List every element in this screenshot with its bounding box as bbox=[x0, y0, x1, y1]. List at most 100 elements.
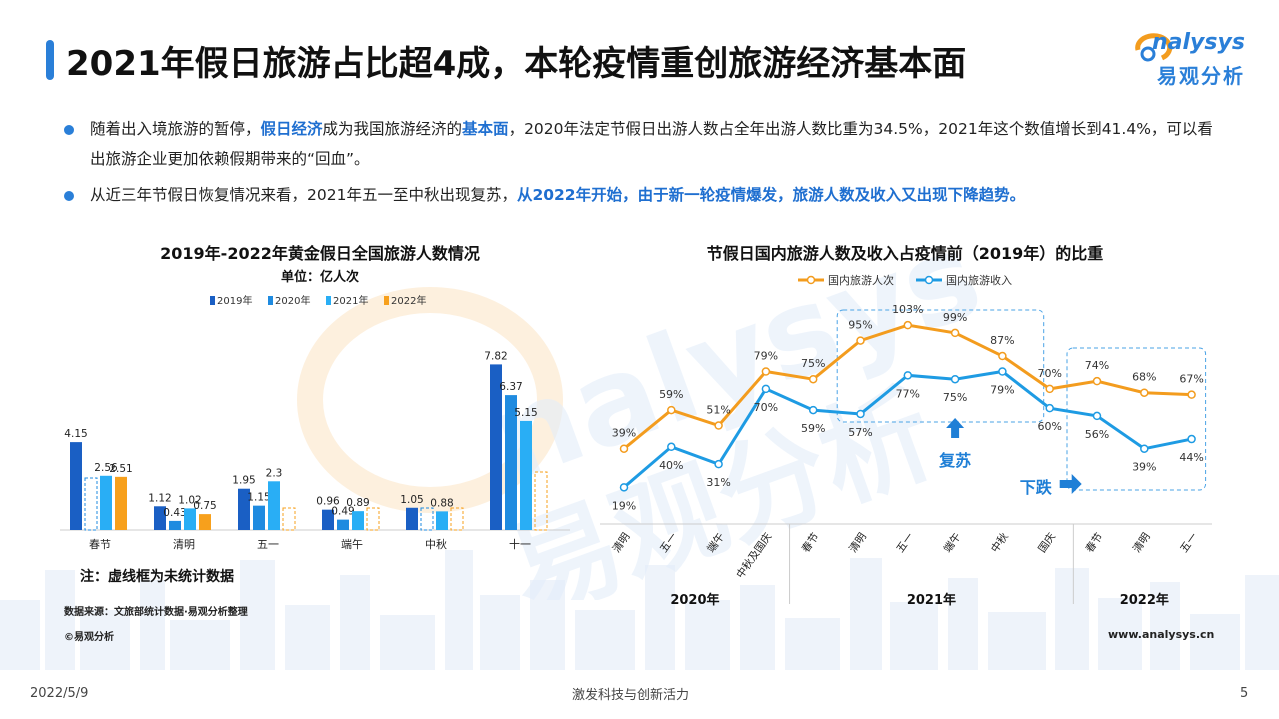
data-point bbox=[621, 484, 628, 491]
data-point bbox=[668, 443, 675, 450]
bar bbox=[253, 506, 265, 530]
bar bbox=[169, 521, 181, 530]
legend-swatch bbox=[326, 296, 331, 305]
legend-swatch bbox=[268, 296, 273, 305]
bullet-dot-icon bbox=[64, 125, 74, 135]
bar-value-label: 0.88 bbox=[430, 497, 453, 509]
bullet-text: 成为我国旅游经济的 bbox=[323, 120, 463, 138]
data-label: 56% bbox=[1085, 428, 1109, 441]
line-chart-title: 节假日国内旅游人数及收入占疫情前（2019年）的比重 bbox=[610, 240, 1200, 264]
bar-chart-title: 2019年-2022年黄金假日全国旅游人数情况 bbox=[80, 240, 560, 264]
data-point bbox=[999, 353, 1006, 360]
legend-label: 2022年 bbox=[391, 294, 426, 307]
x-tick-label: 清明 bbox=[846, 530, 869, 555]
x-tick-label: 中秋 bbox=[425, 537, 447, 551]
year-group-label: 2020年 bbox=[670, 592, 719, 608]
data-point bbox=[762, 385, 769, 392]
bar-value-label: 4.15 bbox=[64, 428, 87, 440]
data-label: 31% bbox=[706, 476, 730, 489]
data-source: 数据来源：文旅部统计数据·易观分析整理 bbox=[64, 603, 248, 618]
x-tick-label: 端午 bbox=[941, 530, 964, 555]
data-point bbox=[857, 410, 864, 417]
up-arrow-icon bbox=[946, 418, 964, 438]
decline-annotation: 下跌 bbox=[1020, 478, 1053, 497]
data-label: 74% bbox=[1085, 359, 1109, 372]
data-label: 59% bbox=[659, 388, 683, 401]
legend-label: 2021年 bbox=[333, 294, 368, 307]
x-tick-label: 十一 bbox=[509, 537, 531, 551]
year-group-label: 2022年 bbox=[1120, 592, 1169, 608]
data-label: 103% bbox=[892, 303, 923, 316]
bar-placeholder-dashed bbox=[85, 478, 97, 530]
data-label: 75% bbox=[801, 357, 825, 370]
data-label: 95% bbox=[848, 319, 872, 332]
bar bbox=[337, 520, 349, 530]
data-label: 68% bbox=[1132, 371, 1156, 384]
page-title: 2021年假日旅游占比超4成，本轮疫情重创旅游经济基本面 bbox=[66, 36, 966, 85]
data-point bbox=[1094, 412, 1101, 419]
bar-chart: 2019年 2020年 2021年 2022年4.152.562.51春节1.120.… bbox=[60, 285, 580, 560]
data-point bbox=[1141, 389, 1148, 396]
x-tick-label: 清明 bbox=[610, 530, 633, 555]
line-chart: 国内旅游人次 国内旅游收入 39% 59% 51% 79% 75% 95% 103% 99% 87%… bbox=[600, 262, 1220, 617]
bar bbox=[520, 421, 532, 530]
bar-value-label: 0.43 bbox=[163, 507, 186, 519]
data-point bbox=[762, 368, 769, 375]
summary-bullets: 随着出入境旅游的暂停，假日经济成为我国旅游经济的基本面，2020年法定节假日出游… bbox=[62, 114, 1222, 210]
right-arrow-icon bbox=[1060, 474, 1082, 494]
x-tick-label: 五一 bbox=[1178, 530, 1200, 554]
bar-placeholder-dashed bbox=[283, 508, 295, 530]
bar-chart-note: 注：虚线框为未统计数据 bbox=[80, 566, 234, 586]
data-point bbox=[715, 461, 722, 468]
legend-label: 2019年 bbox=[217, 294, 252, 307]
bullet-text: 从近三年节假日恢复情况来看，2021年五一至中秋出现复苏， bbox=[90, 186, 517, 204]
page-number: 5 bbox=[1240, 686, 1248, 701]
bar bbox=[115, 477, 127, 530]
bar bbox=[70, 442, 82, 530]
bullet-item: 随着出入境旅游的暂停，假日经济成为我国旅游经济的基本面，2020年法定节假日出游… bbox=[62, 114, 1222, 174]
bar bbox=[100, 476, 112, 530]
data-point bbox=[810, 376, 817, 383]
bar-value-label: 2.51 bbox=[109, 463, 132, 475]
data-point bbox=[715, 422, 722, 429]
data-label: 59% bbox=[801, 422, 825, 435]
data-label: 51% bbox=[706, 404, 730, 417]
data-label: 44% bbox=[1179, 451, 1203, 464]
bar bbox=[352, 511, 364, 530]
bar-value-label: 1.05 bbox=[400, 494, 423, 506]
x-tick-label: 国庆 bbox=[1035, 530, 1058, 555]
data-point bbox=[952, 376, 959, 383]
website-link[interactable]: www.analysys.cn bbox=[1108, 628, 1214, 641]
x-tick-label: 中秋 bbox=[988, 530, 1011, 555]
data-point bbox=[621, 445, 628, 452]
bullet-highlight: 假日经济 bbox=[261, 120, 323, 138]
data-label: 87% bbox=[990, 334, 1014, 347]
data-point bbox=[668, 407, 675, 414]
legend-marker bbox=[808, 277, 815, 284]
bullet-highlight: 基本面 bbox=[462, 120, 509, 138]
logo-wordmark: nalysys bbox=[1152, 30, 1245, 55]
bullet-text: 随着出入境旅游的暂停， bbox=[90, 120, 261, 138]
data-label: 75% bbox=[943, 391, 967, 404]
bar bbox=[406, 508, 418, 530]
data-label: 70% bbox=[1037, 367, 1061, 380]
data-point bbox=[999, 368, 1006, 375]
x-tick-label: 春节 bbox=[1084, 531, 1106, 555]
data-point bbox=[1188, 391, 1195, 398]
x-tick-label: 清明 bbox=[173, 538, 195, 551]
data-point bbox=[904, 322, 911, 329]
data-point bbox=[952, 329, 959, 336]
footer-slogan: 激发科技与创新活力 bbox=[572, 684, 689, 703]
data-label: 39% bbox=[612, 427, 636, 440]
year-group-label: 2021年 bbox=[907, 592, 956, 608]
data-label: 40% bbox=[659, 459, 683, 472]
data-point bbox=[904, 372, 911, 379]
logo-chinese-name: 易观分析 bbox=[1157, 60, 1245, 89]
x-tick-label: 清明 bbox=[1130, 530, 1153, 555]
bar-value-label: 0.75 bbox=[193, 500, 216, 512]
copyright: ©易观分析 bbox=[64, 628, 114, 643]
x-tick-label: 端午 bbox=[704, 530, 727, 555]
data-label: 67% bbox=[1179, 373, 1203, 386]
data-label: 79% bbox=[990, 383, 1014, 396]
bar bbox=[268, 481, 280, 530]
